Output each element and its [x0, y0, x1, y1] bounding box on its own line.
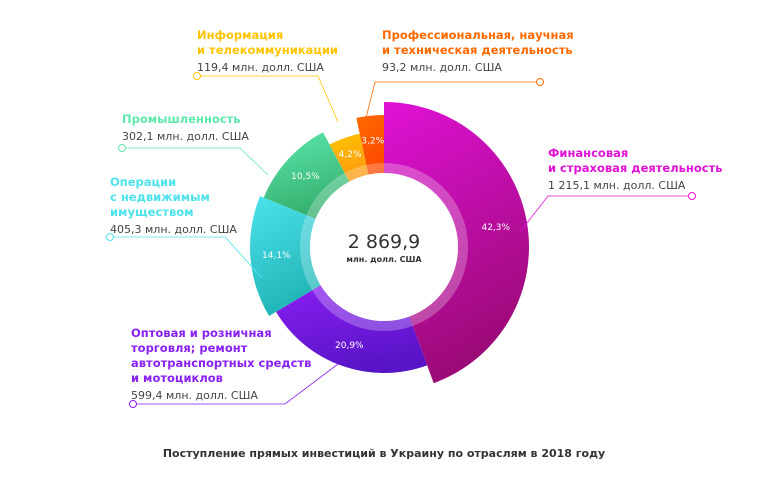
- slice-inner-band: [312, 285, 413, 331]
- leader-line: [133, 363, 339, 405]
- slice-name: и страховая деятельность: [548, 161, 723, 175]
- slice-inner-band: [384, 163, 469, 326]
- slice-value: 405,3 млн. долл. США: [110, 223, 237, 236]
- total-value: 2 869,9: [348, 231, 421, 253]
- slice-5: [356, 115, 384, 175]
- total-unit: млн. долл. США: [346, 255, 422, 264]
- leader-dot: [688, 192, 696, 200]
- percent-label: 42,3%: [481, 223, 510, 233]
- leader-dot: [129, 400, 137, 408]
- slice-4: [329, 133, 369, 182]
- slice-name: Профессиональная, научная: [382, 28, 574, 42]
- slice-name: Промышленность: [122, 112, 241, 126]
- percent-label: 3,2%: [361, 137, 384, 147]
- slice-name: имуществом: [110, 205, 194, 219]
- leader-line: [519, 195, 692, 233]
- slice-value: 599,4 млн. долл. США: [131, 389, 258, 402]
- slice-label: Операции с недвижимым имуществом 405,3 млн.…: [110, 175, 237, 237]
- percent-label: 20,9%: [335, 341, 364, 351]
- slice-value: 119,4 млн. долл. США: [197, 61, 324, 74]
- slice-name: Операции: [110, 175, 177, 189]
- percent-label: 10,5%: [291, 172, 320, 182]
- slice-name: Информация: [197, 28, 284, 42]
- leader-line: [197, 75, 339, 123]
- slice-value: 1 215,1 млн. долл. США: [548, 179, 686, 192]
- slice-label: Информация и телекоммуникации 119,4 млн. д…: [197, 28, 338, 75]
- slice-inner-band: [366, 163, 384, 175]
- slice-label: Промышленность 302,1 млн. долл. США: [122, 112, 249, 144]
- slice-name: торговля; ремонт: [131, 341, 248, 355]
- slice-value: 93,2 млн. долл. США: [382, 61, 502, 74]
- leader-line: [110, 236, 263, 279]
- slice-label: Оптовая и розничная торговля; ремонт автот…: [131, 326, 311, 403]
- leader-dot: [536, 78, 544, 86]
- slice-inner-band: [344, 164, 369, 182]
- slice-0: [384, 102, 530, 384]
- slice-1: [276, 285, 428, 373]
- slice-inner-band: [306, 172, 350, 219]
- slice-name: и техническая деятельность: [382, 43, 573, 57]
- percent-label: 14,1%: [262, 251, 291, 261]
- leader-line: [365, 81, 540, 119]
- center-hole: [310, 173, 458, 321]
- leader-line: [122, 147, 269, 176]
- chart-title: Поступление прямых инвестиций в Украину …: [162, 447, 606, 460]
- slice-name: и мотоциклов: [131, 371, 223, 385]
- leader-dot: [193, 72, 201, 80]
- leader-dot: [106, 233, 114, 241]
- slice-name: Финансовая: [548, 146, 629, 160]
- slice-value: 302,1 млн. долл. США: [122, 130, 249, 143]
- slice-name: автотранспортных средств: [131, 356, 312, 370]
- slice-inner-band: [300, 215, 321, 291]
- slice-label: Профессиональная, научная и техническая д…: [382, 28, 574, 75]
- slice-name: Оптовая и розничная: [131, 326, 272, 340]
- slice-name: и телекоммуникации: [197, 43, 338, 57]
- percent-label: 4,2%: [339, 150, 362, 160]
- leader-dot: [118, 144, 126, 152]
- slice-3: [263, 132, 350, 219]
- slice-2: [250, 196, 321, 317]
- slice-name: с недвижимым: [110, 190, 210, 204]
- slice-label: Финансовая и страховая деятельность 1 215,…: [548, 146, 723, 193]
